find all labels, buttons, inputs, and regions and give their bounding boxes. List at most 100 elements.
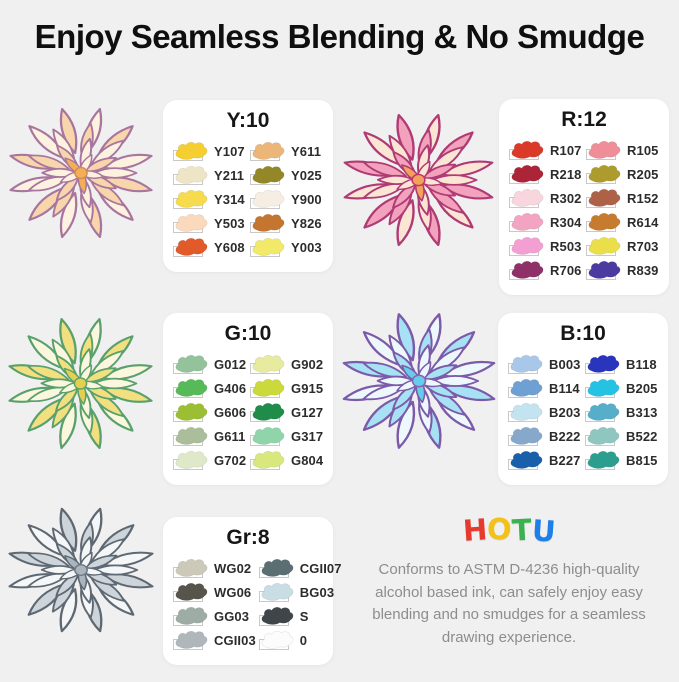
swatch-scribble-icon	[511, 188, 544, 207]
swatch-scribble-icon	[252, 189, 285, 208]
swatch-code: Y503	[214, 216, 245, 231]
swatch-code: R503	[550, 239, 582, 254]
color-swatch	[172, 237, 210, 258]
color-swatch	[172, 606, 210, 627]
swatch-code: G611	[214, 429, 246, 444]
logo-letter: H	[461, 512, 489, 548]
swatch-row: R304	[508, 212, 583, 233]
swatch-row: CGII07	[258, 558, 342, 579]
color-swatch	[172, 402, 210, 423]
swatch-scribble-icon	[588, 188, 621, 207]
swatch-scribble-icon	[252, 450, 285, 469]
swatch-row: B815	[584, 450, 659, 471]
swatch-scribble-icon	[252, 402, 285, 421]
swatch-code: R152	[627, 191, 659, 206]
swatch-code: GG03	[214, 609, 250, 624]
color-swatch	[172, 582, 210, 603]
color-swatch	[584, 450, 622, 471]
swatch-scribble-icon	[175, 558, 208, 577]
color-swatch	[585, 260, 623, 281]
swatch-code: G317	[291, 429, 324, 444]
swatch-scribble-icon	[587, 402, 620, 421]
swatch-code: G915	[291, 381, 324, 396]
gray-succulent-illustration	[8, 507, 154, 633]
blue-succulent-illustration	[342, 313, 496, 449]
swatch-scribble-icon	[587, 378, 620, 397]
color-swatch	[508, 260, 546, 281]
color-swatch	[249, 378, 287, 399]
swatch-scribble-icon	[587, 450, 620, 469]
swatch-row: B205	[584, 378, 659, 399]
swatch-scribble-icon	[175, 378, 208, 397]
swatch-columns: B003 B114 B203 B222 B227 B118 B205 B313 B522 B815	[507, 354, 659, 474]
color-swatch	[258, 606, 296, 627]
swatch-code: G406	[214, 381, 247, 396]
swatch-row: G804	[249, 450, 324, 471]
panel-title: R:12	[561, 108, 607, 131]
swatch-code: B118	[626, 357, 657, 372]
swatch-row: G606	[172, 402, 247, 423]
color-swatch	[249, 450, 287, 471]
color-swatch	[507, 354, 545, 375]
swatch-code: B203	[549, 405, 581, 420]
swatch-scribble-icon	[588, 260, 621, 279]
swatch-column: G902 G915 G127 G317 G804	[249, 354, 324, 474]
swatch-code: Y211	[214, 168, 245, 183]
panel-title: B:10	[560, 322, 606, 345]
color-swatch	[172, 450, 210, 471]
swatch-scribble-icon	[510, 450, 543, 469]
swatch-row: R703	[585, 236, 660, 257]
color-swatch	[585, 212, 623, 233]
swatch-row: B203	[507, 402, 582, 423]
swatch-code: Y314	[214, 192, 245, 207]
swatch-row: GG03	[172, 606, 256, 627]
color-swatch	[584, 378, 622, 399]
page-title: Enjoy Seamless Blending & No Smudge	[34, 18, 645, 55]
swatch-row: Y900	[249, 189, 324, 210]
swatch-column: B003 B114 B203 B222 B227	[507, 354, 582, 474]
swatch-scribble-icon	[252, 141, 285, 160]
color-swatch	[172, 141, 210, 162]
swatch-row: Y826	[249, 213, 324, 234]
swatch-row: WG02	[172, 558, 256, 579]
swatch-scribble-icon	[511, 260, 544, 279]
swatch-scribble-icon	[175, 165, 208, 184]
color-swatch	[249, 141, 287, 162]
swatch-scribble-icon	[175, 582, 208, 601]
panel-title: Gr:8	[226, 526, 270, 549]
swatch-scribble-icon	[510, 378, 543, 397]
color-swatch	[172, 630, 210, 651]
swatch-code: R218	[550, 167, 582, 182]
color-swatch	[584, 402, 622, 423]
swatch-row: CGII03	[172, 630, 256, 651]
swatch-scribble-icon	[175, 630, 208, 649]
color-swatch	[172, 189, 210, 210]
pink-succulent-illustration	[339, 110, 498, 250]
swatch-code: Y608	[214, 240, 245, 255]
green-yellow-succulent-illustration	[8, 318, 153, 449]
color-swatch	[507, 378, 545, 399]
swatch-row: R205	[585, 164, 660, 185]
green-succulent-illustration	[4, 314, 157, 453]
peach-succulent-illustration	[9, 107, 153, 239]
swatch-code: G804	[291, 453, 324, 468]
swatch-scribble-icon	[252, 237, 285, 256]
swatch-column: Y611 Y025 Y900 Y826 Y003	[249, 141, 324, 261]
swatch-scribble-icon	[587, 426, 620, 445]
swatch-code: G127	[291, 405, 324, 420]
swatch-code: G702	[214, 453, 247, 468]
swatch-row: Y608	[172, 237, 247, 258]
swatch-row: G406	[172, 378, 247, 399]
swatch-scribble-icon	[252, 378, 285, 397]
brand-description: Conforms to ASTM D-4236 high-quality alc…	[372, 561, 646, 646]
swatch-row: R302	[508, 188, 583, 209]
swatch-row: R152	[585, 188, 660, 209]
gray-succulent-illustration	[4, 504, 158, 636]
swatch-code: CGII07	[299, 561, 342, 576]
color-swatch	[507, 402, 545, 423]
color-swatch	[249, 165, 287, 186]
swatch-scribble-icon	[175, 213, 208, 232]
swatch-column: Y107 Y211 Y314 Y503 Y608	[172, 141, 247, 261]
swatch-scribble-icon	[175, 237, 208, 256]
swatch-scribble-icon	[175, 426, 208, 445]
